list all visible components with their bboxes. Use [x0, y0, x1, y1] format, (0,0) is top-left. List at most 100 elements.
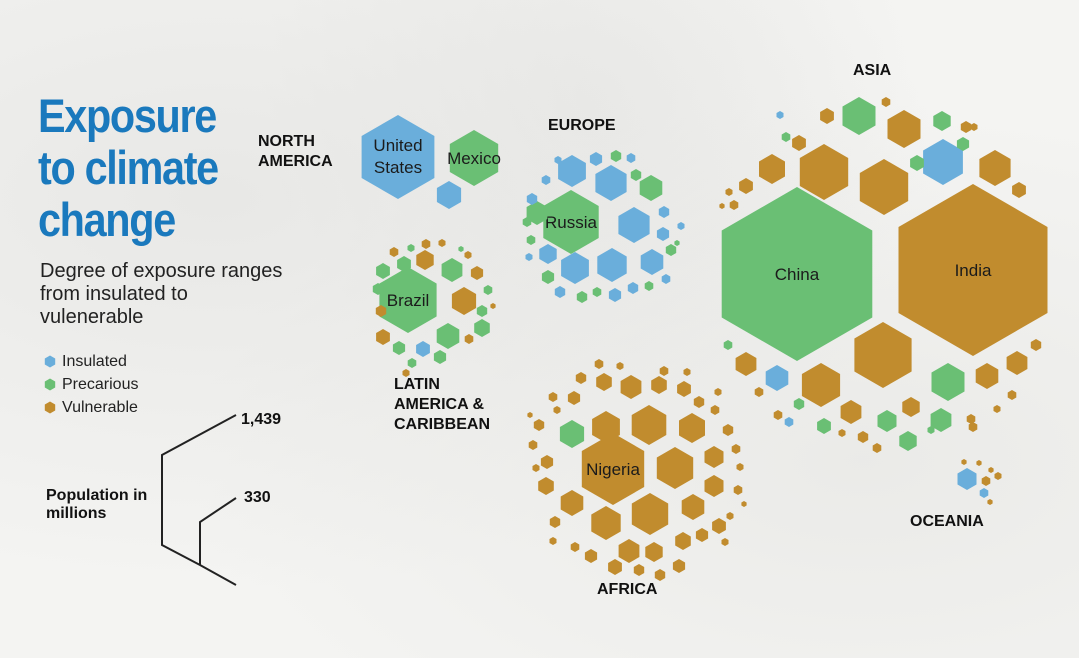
subtitle: Degree of exposure ranges from insulated…	[40, 260, 283, 328]
country-hexagon	[594, 359, 604, 369]
population-scale-label: Population in millions	[46, 487, 148, 522]
legend: Insulated Precarious Vulnerable	[44, 350, 138, 419]
country-hexagon	[840, 400, 862, 424]
country-hexagon	[899, 431, 917, 451]
country-hexagon	[726, 512, 734, 520]
country-hexagon	[704, 446, 724, 468]
country-hexagon	[877, 410, 897, 432]
country-label-united-states: States	[374, 158, 422, 177]
country-hexagon	[532, 464, 540, 472]
country-label-brazil: Brazil	[387, 291, 430, 310]
country-hexagon	[741, 501, 747, 507]
country-hexagon	[567, 391, 581, 405]
country-hexagon	[665, 244, 677, 256]
country-hexagon	[474, 319, 490, 337]
population-scale-line	[161, 414, 237, 586]
country-hexagon	[994, 472, 1002, 480]
country-hexagon	[372, 283, 384, 295]
country-hexagon	[402, 369, 410, 377]
country-hexagon	[441, 258, 463, 282]
country-hexagon	[719, 203, 725, 209]
country-hexagon	[608, 288, 622, 302]
country-hexagon	[927, 426, 935, 434]
country-hexagon	[681, 494, 705, 520]
country-hexagon	[592, 287, 602, 297]
country-hexagon	[960, 121, 972, 133]
country-label-india: India	[955, 261, 992, 280]
country-hexagon	[436, 181, 462, 209]
legend-item-precarious: Precarious	[44, 373, 138, 396]
country-hexagon	[645, 542, 663, 562]
country-hexagon	[548, 392, 558, 402]
country-hexagon	[801, 363, 841, 407]
page-title: Exposure to climate change	[38, 89, 219, 246]
country-hexagon	[570, 542, 580, 552]
country-hexagon	[793, 398, 805, 410]
country-hexagon	[1012, 182, 1026, 198]
country-hexagon-brazil	[379, 267, 437, 333]
country-hexagon	[710, 405, 720, 415]
country-hexagon	[677, 222, 685, 230]
country-hexagon	[773, 410, 783, 420]
country-hexagon	[658, 206, 670, 218]
country-hexagon	[392, 341, 406, 355]
country-hexagon	[1030, 339, 1042, 351]
country-hexagon	[597, 248, 627, 282]
country-hexagon	[610, 150, 622, 162]
country-hexagon-russia	[543, 190, 599, 254]
country-hexagon	[754, 387, 764, 397]
country-hexagon	[620, 375, 642, 399]
country-hexagon	[792, 135, 806, 151]
country-hexagon	[627, 282, 639, 294]
population-scale-small: 330	[244, 489, 271, 506]
country-hexagon	[776, 111, 784, 119]
country-hexagon	[961, 459, 967, 465]
country-hexagon	[672, 559, 686, 573]
country-hexagon	[576, 291, 588, 303]
country-hexagon	[533, 419, 545, 431]
country-hexagon	[549, 537, 557, 545]
country-hexagon	[723, 340, 733, 350]
country-hexagon	[661, 274, 671, 284]
country-hexagon	[376, 263, 390, 279]
country-hexagon	[541, 175, 551, 185]
country-hexagon	[993, 405, 1001, 413]
country-hexagon	[525, 253, 533, 261]
country-hexagon	[1006, 351, 1028, 375]
region-africa: AFRICA	[597, 581, 658, 598]
country-hexagon	[483, 285, 493, 295]
hexagon-icon	[44, 355, 56, 368]
country-hexagon	[931, 363, 965, 401]
country-label-united-states: United	[373, 136, 422, 155]
country-hexagon	[966, 414, 976, 424]
population-scale-line	[199, 497, 237, 565]
country-hexagon	[376, 329, 390, 345]
region-latin-america: LATIN AMERICA & CARIBBEAN	[394, 376, 490, 433]
country-hexagon	[988, 467, 994, 473]
country-hexagon-mexico	[449, 130, 499, 186]
country-hexagon-china	[721, 187, 873, 361]
country-hexagon	[608, 559, 622, 575]
country-hexagon	[956, 137, 970, 151]
country-hexagon	[470, 266, 484, 280]
country-hexagon	[976, 460, 982, 466]
hexagon-icon	[44, 401, 56, 414]
country-hexagon	[693, 396, 705, 408]
region-europe: EUROPE	[548, 117, 616, 134]
country-hexagon	[616, 362, 624, 370]
country-label-nigeria: Nigeria	[586, 460, 640, 479]
country-hexagon	[639, 175, 663, 201]
country-hexagon	[553, 406, 561, 414]
country-hexagon	[633, 564, 645, 576]
country-hexagon	[416, 341, 430, 357]
country-hexagon	[968, 422, 978, 432]
country-hexagon	[436, 323, 460, 349]
country-hexagon	[957, 468, 977, 490]
country-hexagon	[817, 418, 831, 434]
country-hexagon	[591, 506, 621, 540]
country-hexagon	[549, 516, 561, 528]
country-hexagon	[674, 240, 680, 246]
country-hexagon	[592, 411, 620, 443]
country-hexagon	[526, 235, 536, 245]
